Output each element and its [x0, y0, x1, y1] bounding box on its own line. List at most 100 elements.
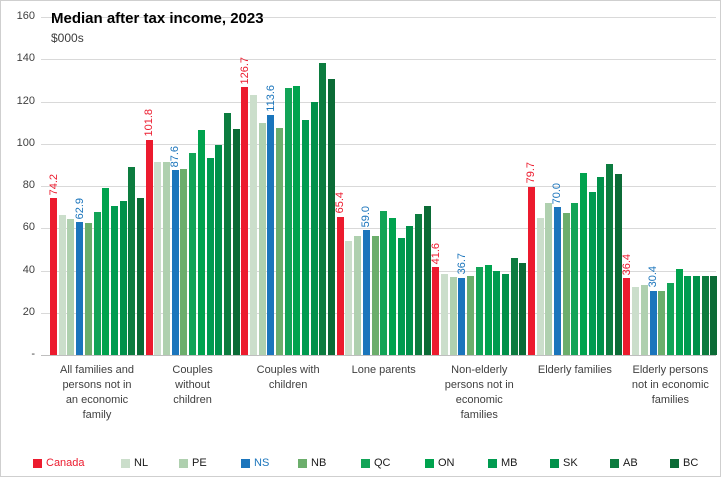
x-axis-category-label-line: Non-elderly — [451, 364, 508, 376]
bar-value-label-text: 79.7 — [525, 162, 538, 184]
bar-mb-1 — [206, 157, 214, 355]
legend-label-ns: NS — [254, 457, 270, 469]
bar-nl-0 — [58, 214, 66, 355]
bar-nl-5 — [536, 217, 544, 355]
legend-label-pe: PE — [192, 457, 207, 469]
legend-item-pe: PE — [179, 457, 207, 469]
bar-value-label-text: 101.8 — [143, 109, 156, 137]
x-axis-category-label-line: persons not in — [62, 379, 132, 391]
bar-value-label-canada-1: 101.8 — [140, 77, 158, 137]
legend-label-bc: BC — [683, 457, 699, 469]
bar-mb-3 — [397, 238, 405, 355]
y-axis-tick-label: 160 — [16, 10, 35, 22]
bar-nb-5 — [562, 212, 570, 355]
x-axis-category-label-line: Elderly persons — [632, 364, 709, 376]
x-axis-category-label-line: Lone parents — [351, 364, 416, 376]
bar-mb-5 — [588, 191, 596, 355]
bar-nb-6 — [658, 290, 666, 355]
legend-swatch-pe — [179, 458, 188, 468]
bar-value-label-text: 65.4 — [334, 192, 347, 214]
bar-mb-2 — [302, 120, 309, 355]
x-axis-category-label: Lone parents — [328, 363, 440, 378]
x-axis-category-label-line: an economic — [65, 394, 129, 406]
gridline — [41, 101, 716, 103]
bar-ab-4 — [510, 257, 518, 355]
y-axis-tick-label: 140 — [16, 52, 35, 65]
legend-item-sk: SK — [550, 457, 578, 469]
bar-value-label-ns-3: 59.0 — [357, 167, 375, 227]
gridline — [41, 17, 716, 18]
x-axis-category-label-line: All families and — [60, 364, 134, 376]
y-axis-tick-label: 20 — [22, 305, 35, 318]
bar-ns-3 — [362, 230, 370, 355]
bar-mb-4 — [493, 270, 501, 355]
y-axis-tick-label: 40 — [22, 263, 35, 276]
y-axis-tick-label: 60 — [22, 221, 35, 234]
bar-nb-0 — [84, 223, 92, 355]
bar-value-label-ns-5: 70.0 — [548, 144, 566, 204]
bar-on-3 — [388, 217, 396, 355]
bar-value-label-ns-0: 62.9 — [71, 159, 89, 219]
legend-swatch-nb — [298, 458, 307, 468]
bar-pe-6 — [640, 285, 648, 355]
legend-label-on: ON — [438, 457, 455, 469]
x-axis-category-label: Elderly families — [519, 363, 631, 378]
bar-bc-6 — [710, 275, 718, 355]
x-axis-category-label-line: economic — [455, 394, 503, 406]
bar-on-6 — [675, 269, 683, 355]
bar-nl-2 — [249, 95, 257, 355]
x-axis-category-label: All families and persons not in an economi… — [41, 363, 153, 423]
bar-value-label-text: 36.4 — [620, 253, 633, 276]
gridline — [41, 228, 716, 230]
x-axis-category-label-line: persons not in — [444, 379, 514, 391]
x-axis-category-label-line: not in economic — [631, 379, 709, 391]
bar-qc-2 — [284, 87, 292, 355]
bar-value-label-canada-5: 79.7 — [522, 124, 540, 184]
bar-sk-2 — [310, 101, 318, 355]
bar-pe-4 — [449, 276, 457, 355]
x-axis-category-label-line: Elderly families — [537, 364, 612, 376]
bar-bc-2 — [328, 79, 336, 355]
bar-ns-6 — [649, 290, 657, 355]
bar-nb-2 — [275, 127, 283, 355]
bar-qc-4 — [475, 267, 483, 355]
legend-item-nb: NB — [298, 457, 326, 469]
bar-ns-1 — [171, 169, 179, 355]
x-axis-category-label-line: families — [651, 394, 690, 406]
chart-title: Median after tax income, 2023 — [51, 10, 264, 27]
y-axis-tick-label: - — [31, 348, 35, 360]
bar-value-label-text: 41.6 — [429, 242, 442, 265]
legend-item-on: ON — [425, 457, 455, 469]
bar-nl-6 — [632, 287, 640, 355]
bar-ab-0 — [128, 167, 136, 355]
legend-item-ns: NS — [241, 457, 269, 469]
gridline — [41, 143, 716, 145]
bar-sk-3 — [406, 225, 414, 355]
legend-swatch-qc — [361, 458, 370, 468]
bar-nl-4 — [441, 273, 448, 355]
bar-pe-0 — [67, 218, 75, 355]
bar-on-1 — [197, 130, 205, 355]
bar-value-label-text: 70.0 — [551, 182, 564, 205]
legend-label-qc: QC — [374, 457, 391, 469]
legend-label-mb: MB — [501, 457, 518, 469]
bar-on-2 — [293, 85, 301, 355]
bar-canada-1 — [145, 139, 153, 355]
gridline — [41, 312, 716, 314]
bar-value-label-text: 36.7 — [455, 253, 468, 275]
legend-swatch-on — [425, 458, 434, 468]
x-axis-category-label-line: children — [268, 379, 308, 391]
y-axis-tick-label: 80 — [22, 179, 35, 191]
x-axis-category-label-line: Couples — [172, 364, 213, 376]
legend-swatch-ns — [241, 458, 250, 468]
x-axis-category-label-line: Couples with — [256, 364, 320, 376]
bar-qc-6 — [666, 283, 674, 355]
legend-item-qc: QC — [361, 457, 391, 469]
legend-item-nl: NL — [121, 457, 148, 469]
bar-bc-5 — [614, 173, 622, 355]
legend-label-nl: NL — [134, 457, 149, 469]
bar-bc-1 — [232, 129, 240, 355]
bar-sk-1 — [215, 144, 223, 355]
x-axis-category-label: Elderly persons not in economic families — [614, 363, 720, 408]
bar-ab-1 — [223, 112, 231, 355]
